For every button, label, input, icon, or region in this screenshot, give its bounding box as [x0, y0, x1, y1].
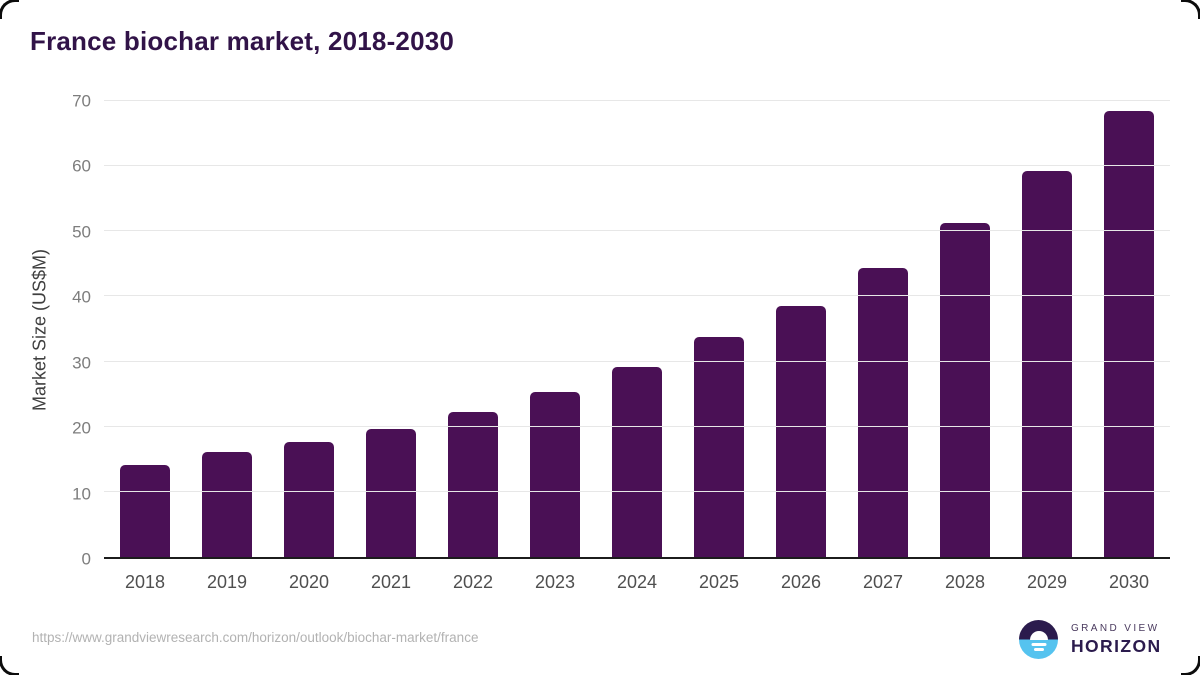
chart-title: France biochar market, 2018-2030	[30, 26, 455, 56]
bar-slot-2021	[350, 101, 432, 557]
y-tick-label-20: 20	[72, 418, 91, 438]
x-tick-label-2030: 2030	[1108, 572, 1150, 592]
gridline-20	[104, 425, 1170, 427]
y-tick-label-0: 0	[81, 549, 91, 569]
card-corner-top-left	[0, 0, 19, 19]
logo-brand-name: GRAND VIEW	[1071, 622, 1160, 634]
bar-slot-2029	[1006, 101, 1088, 557]
x-tick-label-2029: 2029	[1026, 572, 1068, 592]
bar-series	[104, 101, 1170, 557]
bar-slot-2028	[924, 101, 1006, 557]
card-corner-bottom-right	[1181, 656, 1200, 675]
gridline-40	[104, 295, 1170, 297]
bar-2019	[202, 452, 252, 557]
bar-slot-2030	[1088, 101, 1170, 557]
y-axis-tick-labels: 0 10 20 30 40 50 60 70	[0, 93, 91, 568]
x-tick-label-2023: 2023	[534, 572, 576, 592]
sun-reflection-line-icon	[1033, 647, 1044, 651]
card-corner-bottom-left	[0, 656, 19, 675]
bar-slot-2023	[514, 101, 596, 557]
bar-slot-2022	[432, 101, 514, 557]
x-tick-label-2019: 2019	[206, 572, 248, 592]
x-tick-label-2018: 2018	[124, 572, 166, 592]
logo-wordmark: GRAND VIEW HORIZON	[1071, 623, 1162, 657]
x-tick-label-2022: 2022	[452, 572, 494, 592]
x-tick-label-2026: 2026	[780, 572, 822, 592]
bar-2025	[694, 337, 744, 557]
bar-2022	[448, 411, 498, 557]
gridline-70	[104, 100, 1170, 101]
x-tick-label-2025: 2025	[698, 572, 740, 592]
logo-product-name: HORIZON	[1071, 635, 1162, 656]
plot-area	[104, 100, 1170, 559]
x-tick-label-2027: 2027	[862, 572, 904, 592]
bar-slot-2025	[678, 101, 760, 557]
grand-view-horizon-logo: GRAND VIEW HORIZON	[1019, 620, 1162, 659]
bar-slot-2018	[104, 101, 186, 557]
bar-2023	[530, 392, 580, 557]
bar-2030	[1104, 110, 1154, 557]
y-tick-label-30: 30	[72, 353, 91, 373]
bar-2027	[858, 268, 908, 557]
bar-2021	[366, 428, 416, 557]
y-tick-label-70: 70	[72, 91, 91, 111]
bar-2029	[1022, 171, 1072, 557]
bar-slot-2024	[596, 101, 678, 557]
horizon-sun-logo-icon	[1019, 620, 1058, 659]
bar-2020	[284, 441, 334, 557]
bar-slot-2026	[760, 101, 842, 557]
x-tick-label-2024: 2024	[616, 572, 658, 592]
gridline-30	[104, 360, 1170, 362]
y-tick-label-50: 50	[72, 222, 91, 242]
x-tick-label-2028: 2028	[944, 572, 986, 592]
card-corner-top-right	[1181, 0, 1200, 19]
x-tick-label-2020: 2020	[288, 572, 330, 592]
sun-dome-icon	[1029, 630, 1048, 640]
bar-2018	[120, 464, 170, 557]
bar-2026	[776, 305, 826, 557]
gridline-60	[104, 165, 1170, 167]
y-tick-label-40: 40	[72, 287, 91, 307]
gridline-50	[104, 230, 1170, 232]
bar-slot-2020	[268, 101, 350, 557]
bar-2024	[612, 366, 662, 557]
sun-reflection-line-icon	[1031, 643, 1046, 646]
gridline-10	[104, 490, 1170, 492]
bar-slot-2019	[186, 101, 268, 557]
bar-2028	[940, 223, 990, 557]
source-url: https://www.grandviewresearch.com/horizo…	[32, 630, 479, 645]
y-tick-label-60: 60	[72, 156, 91, 176]
y-tick-label-10: 10	[72, 484, 91, 504]
x-tick-label-2021: 2021	[370, 572, 412, 592]
bar-slot-2027	[842, 101, 924, 557]
x-axis-tick-labels: 2018 2019 2020 2021 2022 2023 2024 2025 2026 2027…	[104, 572, 1170, 593]
